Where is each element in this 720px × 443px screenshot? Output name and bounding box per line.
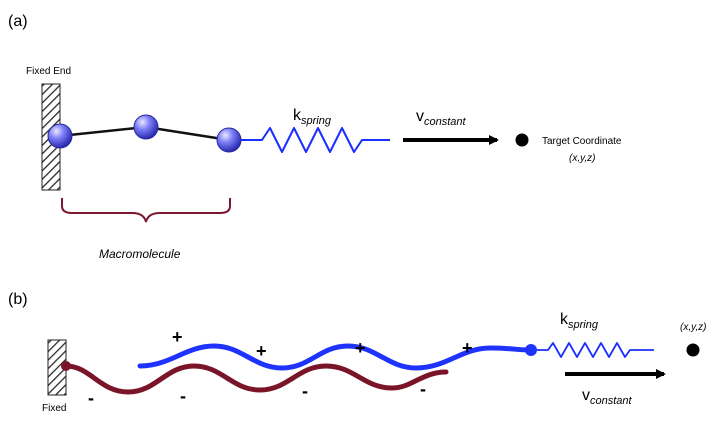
target-coordinate-label: Target Coordinate: [542, 136, 622, 147]
k-spring-label-b: kspring: [560, 311, 599, 331]
fixed-end-label: Fixed End: [26, 66, 71, 77]
bead-2: [133, 114, 159, 140]
plus-sign-1: +: [172, 327, 183, 347]
minus-sign-1: -: [88, 388, 94, 408]
positive-chain-end: [525, 344, 537, 356]
fixed-label-b: Fixed: [42, 403, 66, 414]
spring-b: [537, 342, 654, 358]
v-constant-label-a: vconstant: [416, 108, 467, 128]
target-xyz-label: (x,y,z): [569, 153, 595, 164]
panel-a: (a) Fixed End kspring vconstant Target C…: [8, 13, 622, 261]
spring-a: [241, 127, 390, 153]
macromolecule-label: Macromolecule: [99, 247, 181, 261]
plus-sign-4: +: [462, 338, 473, 358]
plus-sign-2: +: [256, 341, 267, 361]
positive-chain: [137, 343, 533, 371]
v-constant-label-b: vconstant: [582, 387, 633, 407]
plus-sign-3: +: [355, 338, 366, 358]
macromolecule-brace: [61, 198, 231, 223]
bead-3: [216, 127, 242, 153]
negative-chain: [63, 363, 449, 395]
target-point-a: [515, 133, 529, 147]
k-spring-label-a: kspring: [293, 107, 332, 127]
target-xyz-label-b: (x,y,z): [680, 322, 706, 333]
target-point-b: [686, 343, 700, 357]
negative-chain-anchor: [61, 361, 71, 371]
panel-b-label: (b): [8, 291, 28, 308]
panel-a-label: (a): [8, 13, 28, 30]
minus-sign-4: -: [420, 379, 426, 399]
minus-sign-3: -: [302, 381, 308, 401]
panel-b: (b) Fixed + + + + - - - - kspring vconst…: [8, 291, 706, 414]
bead-1: [47, 123, 73, 149]
minus-sign-2: -: [180, 386, 186, 406]
